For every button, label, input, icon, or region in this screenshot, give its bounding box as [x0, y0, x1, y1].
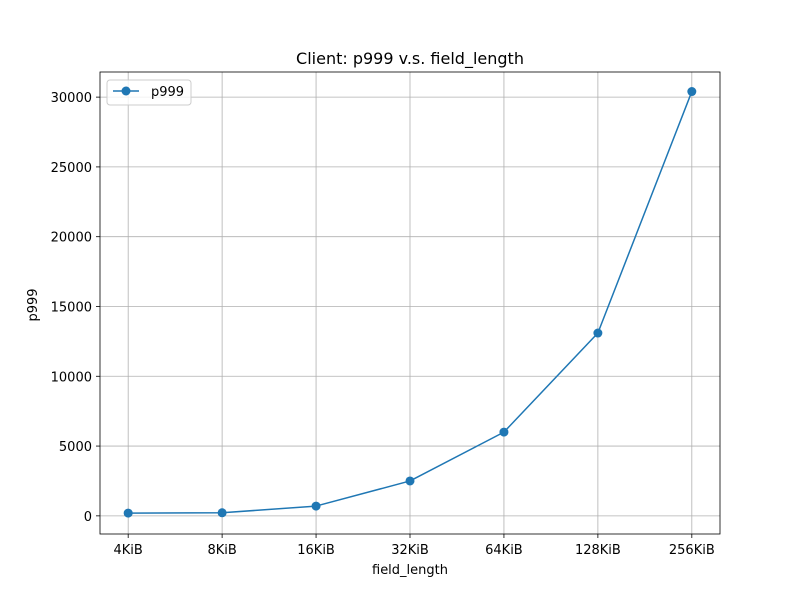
data-point	[311, 501, 321, 511]
y-tick-label: 0	[84, 510, 92, 525]
x-tick-label: 128KiB	[575, 543, 621, 558]
legend-marker-swatch	[121, 86, 131, 96]
x-axis-label: field_length	[372, 563, 448, 578]
data-point	[593, 328, 603, 338]
legend: p999	[106, 79, 192, 106]
y-tick-label: 10000	[51, 370, 92, 385]
data-point	[217, 508, 227, 518]
x-tick-label: 64KiB	[485, 543, 523, 558]
y-tick-label: 20000	[51, 231, 92, 246]
x-tick-label: 32KiB	[391, 543, 429, 558]
axes: 4KiB 8KiB 16KiB 32KiB 64KiB 128KiB 256KiB 0 5000…	[51, 71, 721, 558]
y-tick-label: 25000	[51, 161, 92, 176]
y-tick-label: 5000	[59, 440, 92, 455]
x-tick-label: 16KiB	[297, 543, 335, 558]
data-point	[123, 508, 133, 518]
grid	[100, 72, 720, 534]
chart-title: Client: p999 v.s. field_length	[296, 49, 524, 69]
y-axis-label: p999	[26, 288, 41, 321]
x-tick-label: 256KiB	[669, 543, 715, 558]
y-tick-label: 15000	[51, 300, 92, 315]
x-tick-label: 4KiB	[114, 543, 143, 558]
data-point	[405, 476, 415, 486]
series-layer	[123, 87, 697, 518]
data-point	[687, 87, 697, 97]
y-tick-label: 30000	[51, 91, 92, 106]
legend-frame	[106, 79, 192, 106]
x-tick-label: 8KiB	[207, 543, 236, 558]
legend-label: p999	[151, 85, 184, 100]
data-point	[499, 427, 509, 437]
